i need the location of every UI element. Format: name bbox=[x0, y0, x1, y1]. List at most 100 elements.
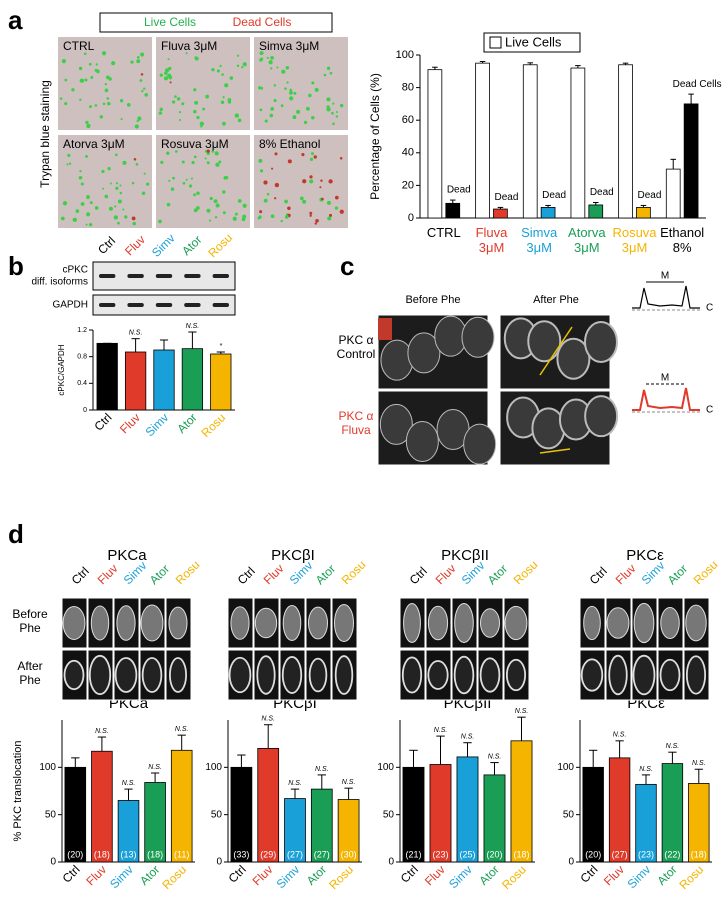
cell-outline bbox=[556, 337, 591, 380]
panel-label: c bbox=[340, 251, 354, 281]
x-tick-label: Ator bbox=[304, 862, 329, 887]
cell-dot bbox=[309, 157, 314, 161]
cell-dot bbox=[287, 159, 292, 164]
annotation: N.S. bbox=[515, 708, 529, 715]
bar bbox=[64, 766, 87, 863]
x-tick-label: CTRL bbox=[427, 225, 461, 240]
y-tick-label: 100 bbox=[205, 762, 222, 773]
lane-label: Rosu bbox=[173, 558, 203, 588]
cell-dot bbox=[308, 93, 312, 98]
x-tick-label: Simv bbox=[143, 410, 172, 439]
x-tick-label: Rosu bbox=[198, 410, 228, 440]
lane-label: Fluv bbox=[95, 561, 121, 587]
cell-dot bbox=[266, 192, 270, 196]
x-tick-label: Ctrl bbox=[577, 862, 600, 885]
x-tick-label: Ctrl bbox=[91, 410, 114, 433]
cell-dot bbox=[62, 201, 68, 206]
n-label: (18) bbox=[513, 849, 529, 859]
cell-dot bbox=[169, 81, 172, 84]
bar bbox=[493, 208, 508, 219]
n-label: (23) bbox=[638, 849, 654, 859]
cell-dot bbox=[193, 208, 198, 213]
cell-dot bbox=[86, 212, 91, 217]
cell-dot bbox=[122, 160, 127, 165]
cell-dot bbox=[234, 212, 238, 216]
cell-dot bbox=[191, 160, 195, 165]
annotation: N.S. bbox=[288, 780, 302, 787]
cell-dot bbox=[160, 160, 164, 165]
cell-dot bbox=[281, 69, 286, 74]
cell-outline bbox=[256, 655, 276, 695]
cell-dot bbox=[101, 51, 107, 56]
cell-dot bbox=[280, 104, 284, 108]
blot-band bbox=[155, 303, 173, 307]
cell-dot bbox=[115, 186, 119, 190]
x-tick-label: Simv bbox=[625, 862, 654, 891]
cell-dot bbox=[264, 119, 268, 123]
legend-swatch bbox=[489, 36, 502, 49]
cell-dot bbox=[193, 88, 197, 92]
bar bbox=[445, 202, 461, 219]
n-label: (25) bbox=[459, 849, 475, 859]
cell-dot bbox=[79, 98, 82, 101]
cell-outline bbox=[463, 423, 497, 465]
bar bbox=[257, 748, 280, 863]
cell-dot bbox=[339, 103, 344, 108]
cell-dot bbox=[310, 152, 314, 156]
cell-dot bbox=[140, 73, 144, 76]
cell-dot bbox=[117, 199, 122, 204]
cell-dot bbox=[311, 81, 315, 85]
cell-dot bbox=[320, 179, 323, 182]
cell-dot bbox=[285, 66, 290, 70]
cell-outline bbox=[334, 603, 354, 643]
cell-dot bbox=[171, 100, 176, 104]
x-tick-label: Simv bbox=[446, 862, 475, 891]
cell-outline bbox=[479, 657, 501, 693]
cell-dot bbox=[204, 157, 207, 160]
cell-dot bbox=[172, 176, 175, 180]
bar bbox=[210, 353, 232, 411]
cell-dot bbox=[80, 182, 84, 186]
legend-text: Dead Cells bbox=[233, 15, 292, 29]
cell-outline bbox=[63, 659, 85, 691]
cell-dot bbox=[141, 89, 144, 93]
cell-dot bbox=[168, 179, 171, 182]
lane-label: Ator bbox=[147, 562, 172, 587]
row-label: PKC α bbox=[339, 333, 374, 347]
bar bbox=[608, 757, 631, 863]
n-label: (22) bbox=[664, 849, 680, 859]
cell-dot bbox=[104, 88, 109, 93]
n-label: (11) bbox=[174, 849, 189, 859]
cell-dot bbox=[209, 196, 213, 201]
cell-dot bbox=[222, 190, 226, 194]
x-tick-label: Fluv bbox=[117, 410, 143, 436]
x-tick-label: Fluv bbox=[422, 862, 448, 888]
cell-dot bbox=[106, 97, 110, 100]
cell-outline bbox=[405, 421, 439, 463]
cell-dot bbox=[303, 120, 308, 125]
cell-dot bbox=[215, 203, 220, 208]
annotation: * bbox=[219, 343, 222, 350]
cell-dot bbox=[164, 68, 170, 73]
cell-dot bbox=[199, 121, 205, 127]
lane-label: Ator bbox=[313, 562, 338, 587]
blot-row-label: diff. isoforms bbox=[32, 277, 89, 288]
cell-outline bbox=[380, 339, 414, 381]
n-label: (23) bbox=[432, 849, 448, 859]
annotation: N.S. bbox=[122, 780, 136, 787]
cell-dot bbox=[132, 221, 137, 226]
cell-dot bbox=[202, 107, 206, 111]
cell-dot bbox=[328, 179, 333, 184]
cell-dot bbox=[122, 208, 125, 211]
x-tick-label: Ctrl bbox=[398, 862, 421, 885]
blot-band bbox=[212, 303, 229, 307]
y-tick-label: 0 bbox=[408, 212, 414, 224]
profile-label: M bbox=[661, 271, 669, 282]
cell-dot bbox=[216, 69, 220, 73]
cell-outline bbox=[254, 607, 278, 639]
cell-dot bbox=[329, 71, 333, 75]
profile-label: C bbox=[706, 303, 713, 314]
lane-label: Rosu bbox=[691, 558, 721, 588]
cell-dot bbox=[326, 107, 331, 112]
